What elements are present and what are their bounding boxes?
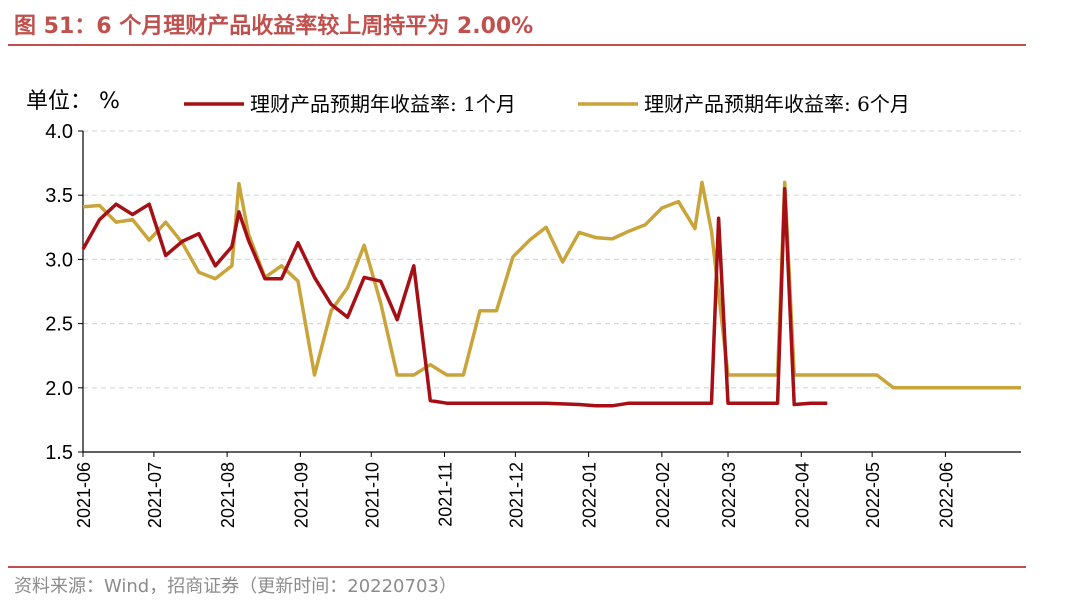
y-tick-label: 3.0 xyxy=(45,249,73,271)
y-tick-label: 2.0 xyxy=(45,378,73,400)
y-tick-label: 4.0 xyxy=(45,121,73,143)
x-tick-label: 2022-02 xyxy=(653,462,673,528)
x-tick-label: 2021-06 xyxy=(74,462,94,528)
x-tick-label: 2021-11 xyxy=(435,462,455,527)
y-tick-labels: 1.5 2.0 2.5 3.0 3.5 4.0 xyxy=(45,121,83,464)
x-tick-labels: 2021-06 2021-07 2021-08 2021-09 2021-10 2021-… xyxy=(74,452,956,528)
legend-label-6m: 理财产品预期年收益率: 6个月 xyxy=(644,92,910,116)
x-tick-label: 2022-04 xyxy=(792,462,812,528)
x-tick-label: 2021-07 xyxy=(145,462,165,528)
line-chart: 1.5 2.0 2.5 3.0 3.5 4.0 2021-06 2021-07 2021-08… xyxy=(26,89,1021,528)
grid-lines xyxy=(83,130,1021,389)
x-tick-label: 2022-06 xyxy=(936,462,956,528)
x-tick-label: 2022-01 xyxy=(580,462,600,528)
y-tick-label: 1.5 xyxy=(45,442,73,464)
source-note: 资料来源：Wind，招商证券（更新时间：20220703） xyxy=(14,576,457,597)
title-rule xyxy=(8,44,1026,46)
series-lines xyxy=(81,180,1021,408)
footer-rule xyxy=(8,566,1026,568)
x-tick-label: 2021-09 xyxy=(291,462,311,528)
series-line-6m xyxy=(82,180,1021,390)
x-tick-label: 2022-03 xyxy=(719,462,739,528)
axes xyxy=(82,131,1021,453)
x-tick-label: 2022-05 xyxy=(863,462,883,528)
x-tick-label: 2021-12 xyxy=(506,462,526,528)
y-tick-label: 3.5 xyxy=(45,185,73,207)
y-tick-label: 2.5 xyxy=(45,314,73,336)
series-line-1m xyxy=(81,187,828,408)
unit-label: 单位： % xyxy=(26,89,120,114)
figure-title: 图 51：6 个月理财产品收益率较上周持平为 2.00% xyxy=(14,14,534,39)
legend-label-1m: 理财产品预期年收益率: 1个月 xyxy=(250,92,516,116)
x-tick-label: 2021-10 xyxy=(362,462,382,528)
legend: 理财产品预期年收益率: 1个月 理财产品预期年收益率: 6个月 xyxy=(184,92,910,116)
x-tick-label: 2021-08 xyxy=(218,462,238,528)
